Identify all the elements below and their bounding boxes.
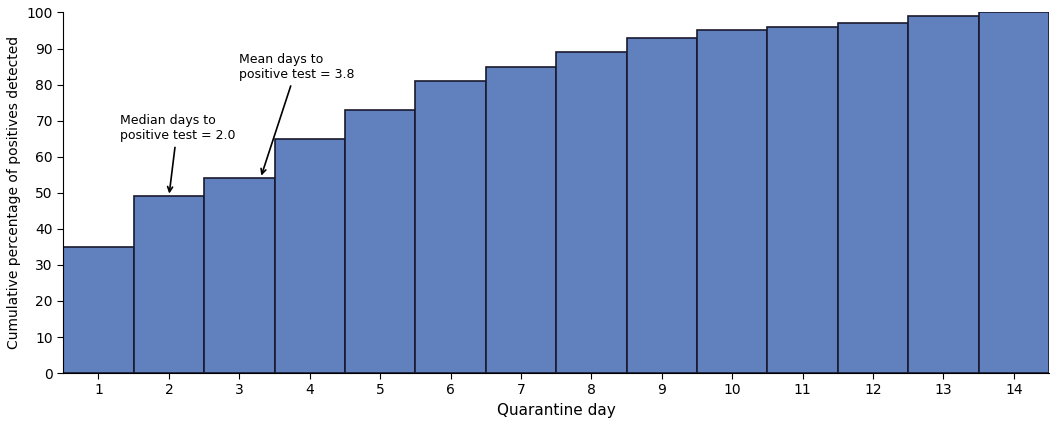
Text: Median days to
positive test = 2.0: Median days to positive test = 2.0: [119, 114, 235, 192]
Bar: [626, 38, 697, 373]
Y-axis label: Cumulative percentage of positives detected: Cumulative percentage of positives detec…: [7, 36, 21, 349]
Bar: [415, 81, 486, 373]
Bar: [486, 67, 557, 373]
Bar: [134, 196, 204, 373]
X-axis label: Quarantine day: Quarantine day: [496, 403, 616, 418]
Bar: [908, 16, 979, 373]
Bar: [768, 27, 837, 373]
Bar: [345, 110, 415, 373]
Bar: [557, 52, 626, 373]
Text: Mean days to
positive test = 3.8: Mean days to positive test = 3.8: [240, 53, 355, 174]
Bar: [63, 247, 134, 373]
Bar: [837, 23, 908, 373]
Bar: [697, 31, 768, 373]
Bar: [979, 12, 1049, 373]
Bar: [275, 139, 345, 373]
Bar: [204, 178, 275, 373]
